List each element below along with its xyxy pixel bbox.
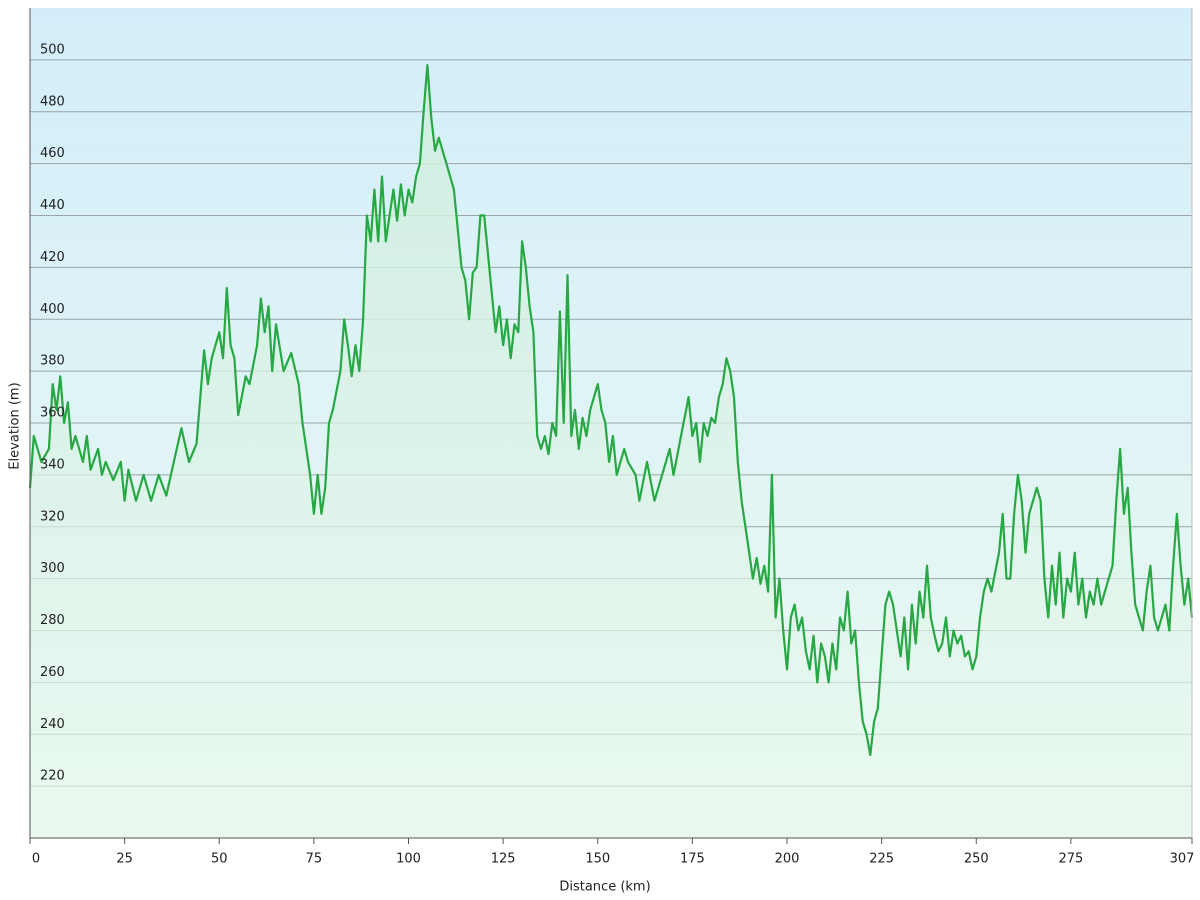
- x-tick-label: 25: [116, 852, 133, 867]
- x-tick-label: 275: [1058, 852, 1083, 867]
- elevation-line: [28, 63, 1194, 757]
- x-tick-label: 150: [585, 852, 610, 867]
- y-tick-label: 380: [40, 354, 65, 369]
- x-tick-label: 0: [32, 852, 40, 867]
- y-tick-label: 340: [40, 457, 65, 472]
- y-tick-label: 280: [40, 613, 65, 628]
- y-tick-label: 240: [40, 717, 65, 732]
- y-tick-label: 400: [40, 302, 65, 317]
- y-tick-label: 360: [40, 406, 65, 421]
- x-tick-label: 100: [396, 852, 421, 867]
- x-tick-label: 200: [775, 852, 800, 867]
- x-tick-label: 225: [869, 852, 894, 867]
- y-tick-label: 320: [40, 509, 65, 524]
- x-axis-title: Distance (km): [559, 880, 650, 895]
- y-tick-label: 500: [40, 42, 65, 57]
- x-tick-label: 75: [306, 852, 323, 867]
- y-tick-label: 420: [40, 250, 65, 265]
- y-tick-label: 440: [40, 198, 65, 213]
- y-tick-label: 480: [40, 94, 65, 109]
- y-tick-label: 460: [40, 146, 65, 161]
- y-axis-title: Elevation (m): [8, 382, 23, 469]
- x-tick-label: 250: [964, 852, 989, 867]
- x-tick-label: 50: [211, 852, 228, 867]
- x-tick-label: 307: [1170, 852, 1195, 867]
- x-tick-label: 125: [491, 852, 516, 867]
- plot: [28, 63, 1194, 839]
- y-tick-label: 260: [40, 665, 65, 680]
- y-tick-label: 300: [40, 561, 65, 576]
- y-tick-label: 220: [40, 769, 65, 784]
- x-tick-label: 175: [680, 852, 705, 867]
